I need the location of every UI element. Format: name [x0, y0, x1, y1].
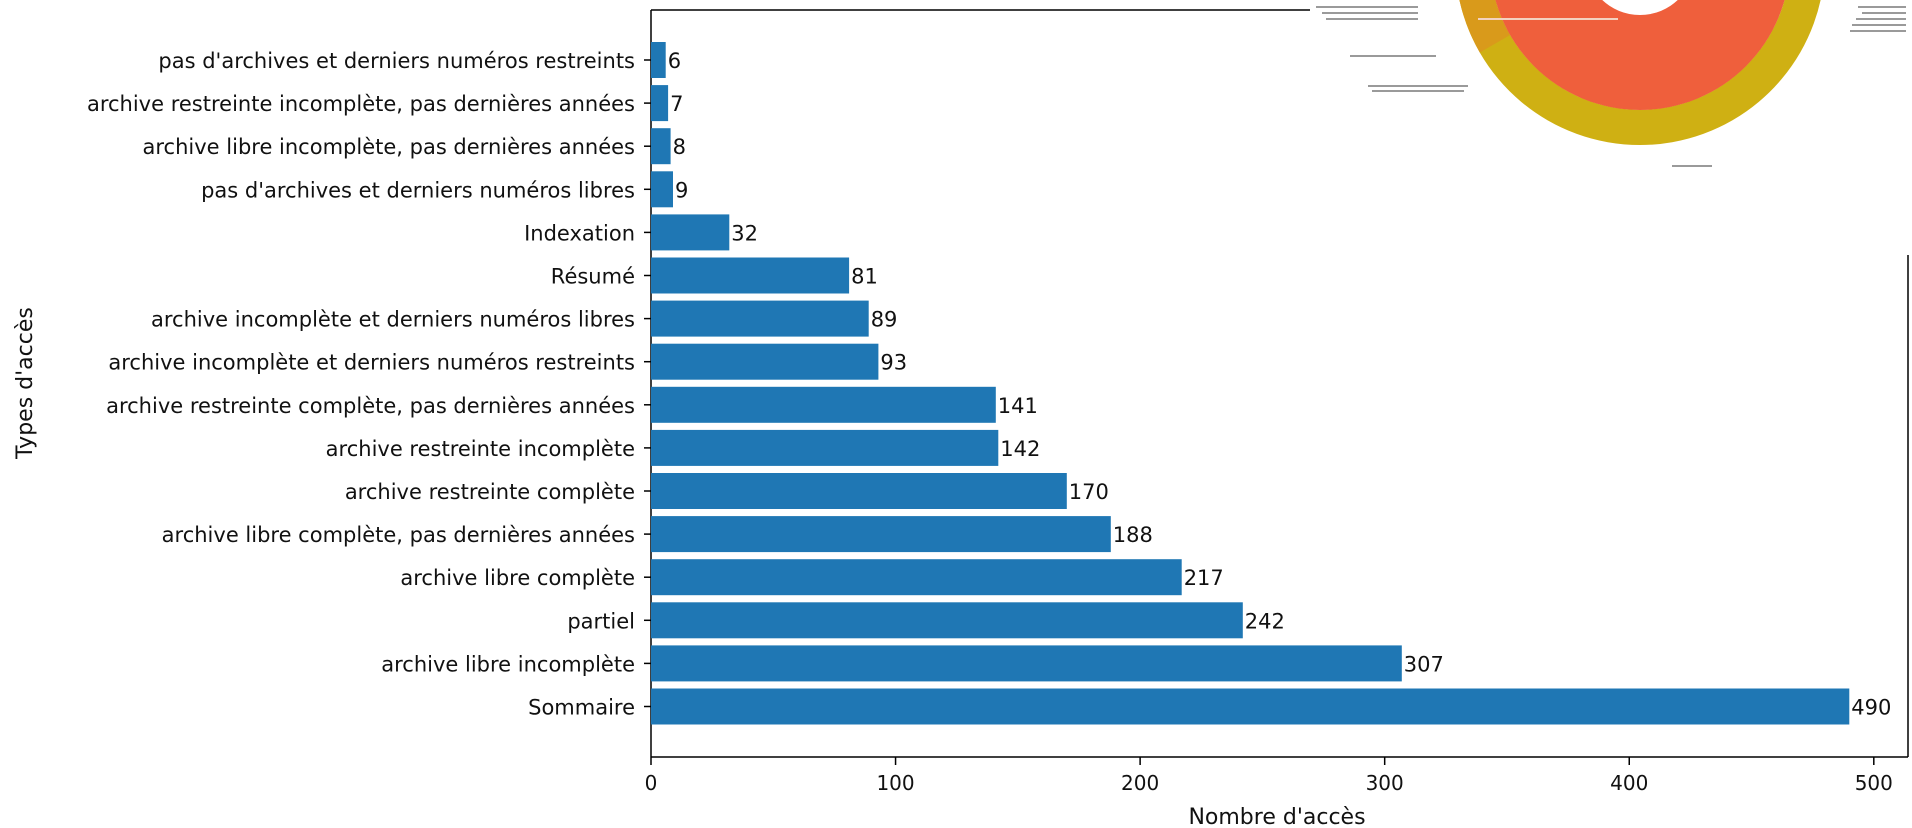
category-labels: pas d'archives et derniers numéros restr…: [87, 49, 635, 720]
inset-label-line: [1322, 12, 1418, 14]
category-label: Indexation: [524, 221, 635, 245]
category-label: partiel: [567, 609, 635, 633]
category-label: archive restreinte complète: [345, 480, 635, 504]
category-label: archive incomplète et derniers numéros l…: [151, 308, 635, 332]
y-ticks: [644, 59, 651, 708]
bar: [651, 559, 1182, 596]
category-label: archive libre complète: [400, 566, 635, 590]
x-tick-label: 200: [1121, 771, 1159, 795]
category-label: pas d'archives et derniers numéros restr…: [158, 49, 635, 73]
category-label: Résumé: [551, 265, 635, 289]
bar: [651, 429, 999, 466]
value-label: 93: [880, 351, 907, 375]
bar: [651, 473, 1067, 509]
inset-label-line: [1850, 30, 1906, 32]
value-label: 217: [1184, 566, 1224, 590]
bar: [651, 343, 879, 380]
bar: [651, 85, 669, 122]
inset-outer-ring-segment-orange: [1459, 0, 1511, 53]
x-tick-label: 400: [1610, 771, 1648, 795]
bar: [651, 171, 673, 208]
bar: [651, 516, 1111, 553]
inset-label-line: [1858, 6, 1906, 8]
value-label: 490: [1851, 696, 1891, 720]
value-label: 81: [851, 265, 878, 289]
x-tick-label: 300: [1366, 771, 1404, 795]
inset-inner-ring-segment: [1495, 0, 1785, 110]
bar: [651, 645, 1402, 682]
value-label: 89: [871, 308, 898, 332]
inset-tiny-labels: [1316, 6, 1906, 167]
bar: [651, 214, 730, 251]
category-label: archive restreinte incomplète, pas derni…: [87, 92, 635, 116]
value-label: 188: [1113, 523, 1153, 547]
category-label: pas d'archives et derniers numéros libre…: [201, 178, 635, 202]
value-label: 6: [668, 49, 681, 73]
category-label: archive restreinte complète, pas dernièr…: [106, 394, 635, 418]
inset-label-line: [1326, 18, 1418, 20]
inset-sunburst-chart: [1316, 0, 1906, 167]
inset-label-line: [1856, 18, 1906, 20]
value-label: 8: [673, 135, 686, 159]
bar: [651, 257, 850, 294]
bar: [651, 128, 671, 165]
bars-group: [651, 42, 1850, 725]
value-label: 307: [1404, 652, 1444, 676]
inset-label-line: [1368, 85, 1468, 87]
inset-label-line: [1316, 6, 1418, 8]
value-label: 32: [731, 221, 758, 245]
inset-label-line: [1478, 18, 1618, 20]
value-label: 170: [1069, 480, 1109, 504]
value-label: 242: [1245, 609, 1285, 633]
value-label: 7: [670, 92, 683, 116]
bar: [651, 300, 869, 337]
inset-outer-ring-segment: [1459, 0, 1821, 146]
bar: [651, 688, 1850, 725]
value-label: 142: [1000, 437, 1040, 461]
inset-label-line: [1852, 24, 1906, 26]
x-axis-title: Nombre d'accès: [1188, 805, 1365, 828]
inset-label-line: [1372, 90, 1464, 92]
category-label: archive libre incomplète, pas dernières …: [143, 135, 635, 159]
category-label: archive libre incomplète: [381, 652, 635, 676]
value-label: 9: [675, 178, 688, 202]
x-ticks: 0 100 200 300 400 500: [645, 757, 1893, 795]
inset-label-line: [1862, 12, 1906, 14]
bar: [651, 386, 996, 423]
category-label: archive libre complète, pas dernières an…: [162, 523, 635, 547]
category-label: archive restreinte incomplète: [326, 437, 635, 461]
y-axis-title: Types d'accès: [13, 307, 38, 460]
inset-label-line: [1672, 165, 1712, 167]
x-tick-label: 0: [645, 771, 658, 795]
value-label: 141: [998, 394, 1038, 418]
category-label: Sommaire: [528, 696, 635, 720]
bar: [651, 602, 1243, 639]
bar: [651, 42, 666, 78]
x-tick-label: 500: [1855, 771, 1893, 795]
inset-label-line: [1350, 55, 1436, 57]
category-label: archive incomplète et derniers numéros r…: [108, 351, 635, 375]
x-tick-label: 100: [876, 771, 914, 795]
